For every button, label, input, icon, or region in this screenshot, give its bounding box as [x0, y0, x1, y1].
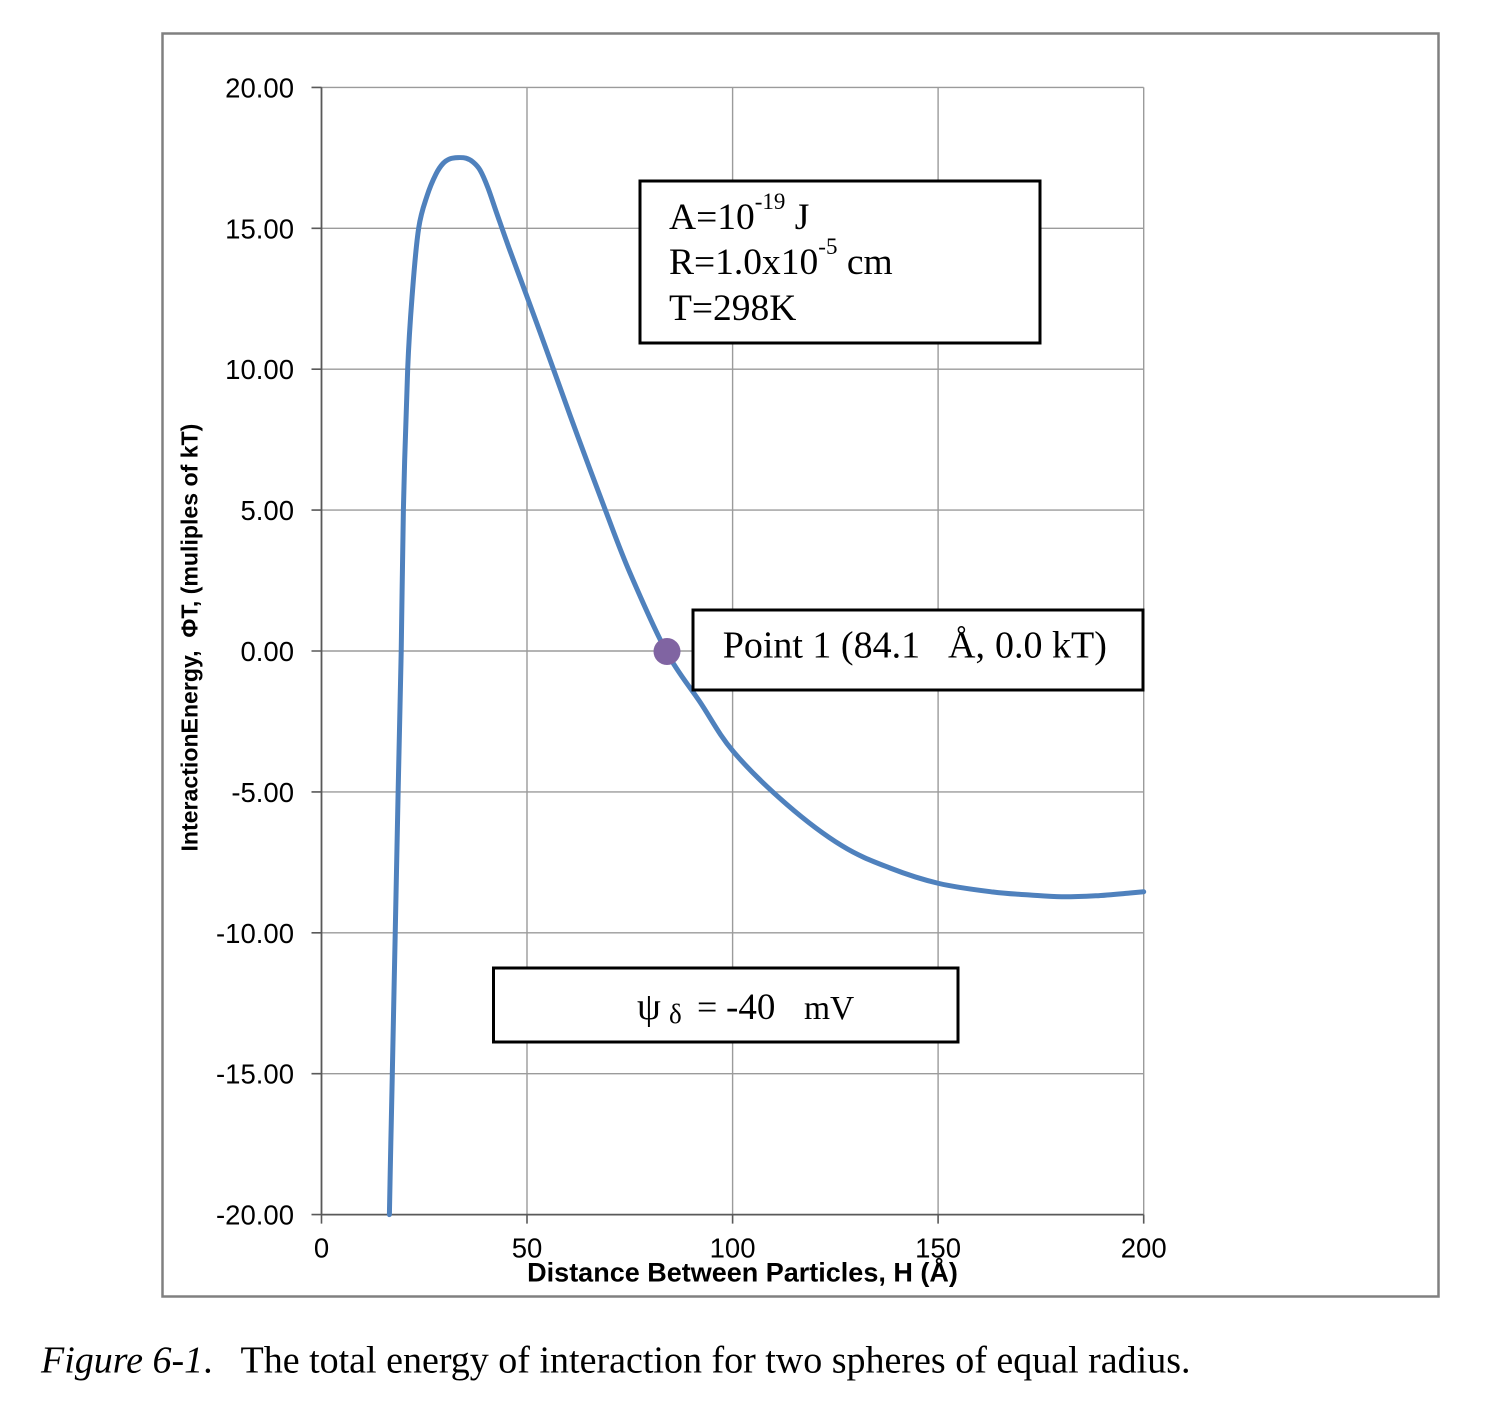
svg-text:0: 0	[314, 1233, 329, 1264]
svg-text:-15.00: -15.00	[216, 1059, 294, 1090]
svg-text:10.00: 10.00	[225, 354, 294, 385]
svg-text:mV: mV	[804, 990, 854, 1027]
svg-text:200: 200	[1121, 1233, 1167, 1264]
svg-text:=: =	[697, 987, 717, 1027]
svg-text:-20.00: -20.00	[216, 1200, 294, 1231]
svg-text:Figure 6-1. The total energy: Figure 6-1. The total energy of interact…	[40, 1340, 1191, 1382]
svg-text:R=1.0x10-5 cm: R=1.0x10-5 cm	[669, 234, 893, 283]
svg-text:A=10-19 J: A=10-19 J	[669, 189, 809, 238]
svg-text:ψ: ψ	[637, 986, 661, 1028]
svg-text:Point 1 (84.1: Point 1 (84.1	[723, 624, 920, 666]
svg-text:-5.00: -5.00	[231, 777, 294, 808]
svg-text:15.00: 15.00	[225, 213, 294, 244]
svg-text:Distance Between Particles, H: Distance Between Particles, H (Å)	[527, 1257, 958, 1288]
svg-text:50: 50	[512, 1233, 543, 1264]
svg-text:T=298K: T=298K	[669, 288, 796, 329]
svg-text:5.00: 5.00	[240, 495, 294, 526]
svg-text:-40: -40	[726, 987, 775, 1028]
svg-text:150: 150	[915, 1233, 961, 1264]
svg-text:-10.00: -10.00	[216, 918, 294, 949]
svg-text:0.00: 0.00	[240, 636, 294, 667]
svg-text:InteractionEnergy, ΦT, (mulip: InteractionEnergy, ΦT, (muliples of kT)	[177, 424, 203, 852]
svg-text:Å,: Å,	[948, 624, 985, 666]
svg-text:100: 100	[710, 1233, 756, 1264]
svg-text:20.00: 20.00	[225, 72, 294, 103]
svg-text:0.0 kT): 0.0 kT)	[995, 624, 1107, 666]
svg-text:δ: δ	[669, 999, 682, 1029]
